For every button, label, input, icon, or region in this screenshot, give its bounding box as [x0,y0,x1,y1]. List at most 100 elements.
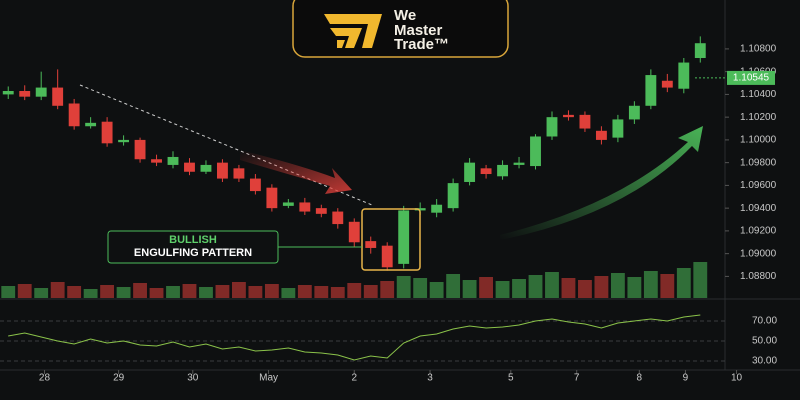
y-tick-label: 1.09200 [740,226,777,237]
volume-bar [578,280,592,298]
candle-body [381,245,393,268]
volume-bar [215,285,230,298]
pattern-highlight [361,208,421,271]
volume-bar [528,275,543,298]
candle-body [447,183,459,209]
volume-bar [413,278,428,298]
volume-bar [50,282,65,298]
logo-icon [324,14,382,48]
y-tick-label: 1.09800 [740,157,777,168]
y-tick-label: 1.10400 [740,89,777,100]
y-tick-label: 50.00 [752,336,777,347]
up-arrow [500,126,703,240]
candle-body [645,75,657,106]
volume-bar [314,286,329,298]
x-tick-label: 8 [637,373,643,384]
candle-body [282,202,294,206]
candle-body [315,208,327,214]
x-tick-label: 30 [187,373,199,384]
trend-line [79,84,373,206]
volume-bar [545,272,559,298]
candle-body [348,221,360,243]
y-tick-label: 30.00 [752,356,777,367]
volume-bar [610,273,625,298]
volume-bar [17,284,32,298]
volume-bar [429,282,444,298]
x-tick-label: 9 [683,373,689,384]
candle-body [101,121,113,144]
candle-body [299,202,311,212]
candle-body [200,164,212,172]
candle-body [266,187,278,209]
candle-body [365,241,377,248]
x-tick-label: 7 [574,373,580,384]
candle-body [612,119,624,138]
volume-bar [297,285,312,298]
volume-bar [248,286,263,298]
candle-body [694,43,706,59]
last-price-box [727,70,775,85]
candle-body [217,162,228,179]
last-price-label: 1.10545 [733,73,770,84]
x-tick-label: May [259,373,278,384]
candle-body [431,204,443,213]
volume-bar [594,276,609,298]
volume-bar [462,280,477,298]
annotation-box [107,230,279,264]
volume-bar [1,286,16,298]
volume-bar [676,268,691,298]
candle-body [249,178,261,192]
candle-body [167,156,179,165]
y-tick-label: 1.08800 [740,271,777,282]
x-tick-label: 29 [113,373,125,384]
plot-layer: 1.10545 [1,36,775,361]
volume-bar [446,274,461,298]
volume-bar [347,283,362,298]
candle-body [497,164,508,177]
volume-bar [643,271,658,298]
candle-body [151,159,162,163]
annotation-title: BULLISH [169,234,217,246]
volume-bar [67,286,82,298]
candle-body [19,90,31,97]
candle-body [398,210,410,264]
x-tick-label: 10 [731,373,743,384]
y-tick-label: 1.09000 [740,248,777,259]
volume-bar [512,279,526,298]
candle-body [118,139,130,143]
y-tick-label: 70.00 [752,316,777,327]
volume-bar [116,287,131,298]
y-tick-label: 1.10800 [740,44,777,55]
volume-bar [330,287,345,298]
volume-bar [627,277,642,298]
candle-body [414,208,426,211]
logo-text: Master [394,22,443,39]
candle-body [678,62,690,89]
candle-body [233,168,245,179]
y-tick-label: 1.09600 [740,180,777,191]
volume-bar [34,288,49,298]
volume-bar [264,284,279,298]
volume-bar [133,283,147,298]
volume-bar [149,288,164,298]
volume-bar [396,276,411,298]
candle-body [480,168,492,175]
volume-bar [479,277,493,298]
logo-text: Trade™ [394,36,449,53]
volume-bar [199,287,213,298]
x-tick-label: 2 [351,373,357,384]
x-tick-label: 5 [508,373,514,384]
x-tick-label: 3 [427,373,433,384]
candle-body [52,87,64,106]
candle-body [85,122,97,127]
candle-body [513,162,525,165]
volume-bar [380,281,395,298]
y-tick-label: 1.10200 [740,112,777,123]
volume-bar [232,282,246,298]
y-tick-label: 1.09400 [740,203,777,214]
volume-bar [182,284,197,298]
volume-bar [363,285,378,298]
logo-text: We [394,7,416,24]
